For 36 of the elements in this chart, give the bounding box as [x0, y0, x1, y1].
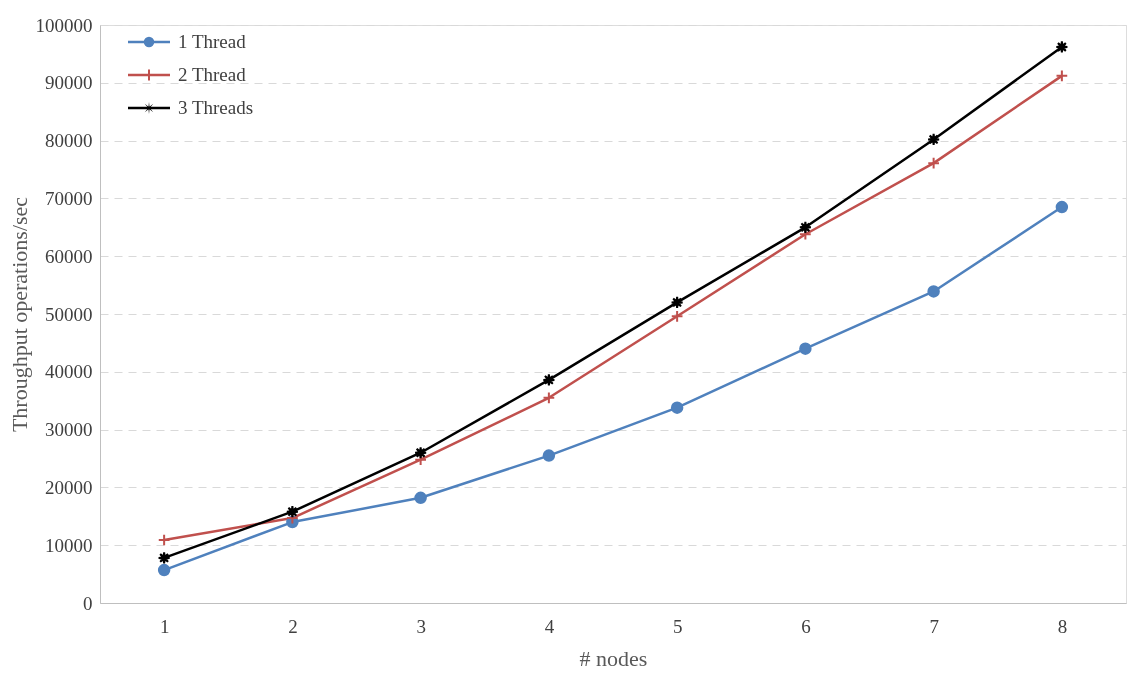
x-tick-label: 8 — [1057, 615, 1068, 637]
y-tick-label: 0 — [83, 592, 93, 614]
x-tick-label: 5 — [672, 615, 683, 637]
x-tick-label: 6 — [801, 615, 811, 637]
y-tick-label: 40000 — [45, 361, 93, 383]
x-axis-title: # nodes — [579, 645, 648, 671]
y-tick-label: 50000 — [45, 303, 93, 325]
x-tick-label: 3 — [416, 615, 426, 637]
point — [927, 285, 940, 298]
y-tick-label: 30000 — [45, 419, 93, 441]
legend-label: 3 Threads — [178, 97, 254, 118]
x-tick-label: 1 — [159, 615, 170, 637]
point — [542, 449, 556, 462]
y-tick-label: 70000 — [45, 187, 93, 209]
point — [157, 563, 171, 577]
point — [670, 309, 684, 323]
y-tick-label: 100000 — [35, 14, 93, 36]
y-tick-label: 20000 — [45, 476, 93, 498]
y-axis-title: Throughput operations/sec — [6, 196, 32, 433]
y-tick-label: 90000 — [45, 72, 93, 94]
point — [799, 342, 812, 355]
point — [1055, 69, 1069, 83]
legend-label: 1 Thread — [178, 31, 247, 52]
x-tick-label: 7 — [929, 615, 939, 637]
point — [542, 391, 556, 405]
y-tick-label: 80000 — [45, 130, 93, 152]
point — [1055, 200, 1069, 214]
point — [414, 491, 427, 505]
point — [670, 401, 684, 414]
point — [927, 156, 940, 170]
x-tick-label: 4 — [544, 615, 555, 637]
legend-label: 2 Thread — [178, 64, 247, 85]
point — [157, 533, 171, 547]
x-tick-label: 2 — [288, 615, 298, 637]
y-tick-label: 10000 — [45, 534, 93, 556]
y-tick-label: 60000 — [45, 245, 93, 267]
